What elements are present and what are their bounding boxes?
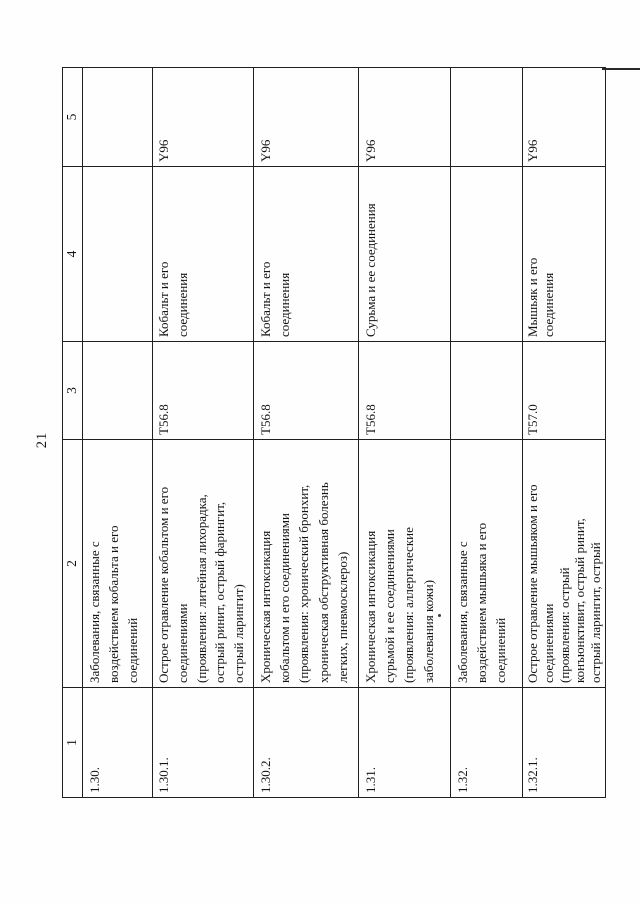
external-cause-code-cell: Y96 bbox=[358, 67, 451, 167]
external-cause-code-cell: Y96 bbox=[253, 67, 359, 167]
table-border-extension bbox=[602, 68, 640, 70]
row-number-cell: 1.30.1. bbox=[152, 687, 254, 798]
hazard-agent-cell: Кобальт и его соединения bbox=[152, 166, 254, 342]
header-col-2: 2 bbox=[62, 439, 83, 688]
table-row: 1.30. Заболевания, связанные с воздейств… bbox=[82, 67, 153, 798]
disease-name-cell: Хроническая интоксикация сурьмой и ее со… bbox=[358, 439, 451, 688]
occupational-diseases-table: 1 2 3 4 5 1.30. Заболевания, связанные с… bbox=[62, 67, 606, 798]
external-cause-code-cell: Y96 bbox=[152, 67, 254, 167]
row-number-cell: 1.30.2. bbox=[253, 687, 359, 798]
header-col-4: 4 bbox=[62, 166, 83, 342]
row-number-cell: 1.31. bbox=[358, 687, 451, 798]
hazard-agent-cell bbox=[450, 166, 523, 342]
hazard-agent-cell bbox=[82, 166, 153, 342]
header-col-5: 5 bbox=[62, 67, 83, 167]
disease-name-cell: Заболевания, связанные с воздействием ко… bbox=[82, 439, 153, 688]
icd-code-cell: T56.8 bbox=[253, 341, 359, 440]
table-row: 1.32.1. Острое отравление мышьяком и его… bbox=[522, 67, 606, 798]
table-row: 1.32. Заболевания, связанные с воздейств… bbox=[450, 67, 523, 798]
row-number-cell: 1.32.1. bbox=[522, 687, 606, 798]
disease-name-cell: Острое отравление кобальтом и его соедин… bbox=[152, 439, 254, 688]
header-col-1: 1 bbox=[62, 687, 83, 798]
external-cause-code-cell bbox=[82, 67, 153, 167]
external-cause-code-cell bbox=[450, 67, 523, 167]
external-cause-code-cell: Y96 bbox=[522, 67, 606, 167]
scan-speck bbox=[438, 614, 441, 617]
icd-code-cell: T57.0 bbox=[522, 341, 606, 440]
disease-name-cell: Заболевания, связанные с воздействием мы… bbox=[450, 439, 523, 688]
disease-name-cell: Хроническая интоксикация кобальтом и его… bbox=[253, 439, 359, 688]
row-number-cell: 1.32. bbox=[450, 687, 523, 798]
table-row: 1.30.2. Хроническая интоксикация кобальт… bbox=[253, 67, 359, 798]
disease-name-cell: Острое отравление мышьяком и его соедине… bbox=[522, 439, 606, 688]
header-col-3: 3 bbox=[62, 341, 83, 440]
table-row: 1.31. Хроническая интоксикация сурьмой и… bbox=[358, 67, 451, 798]
icd-code-cell bbox=[450, 341, 523, 440]
page-number: 21 bbox=[34, 431, 50, 449]
icd-code-cell bbox=[82, 341, 153, 440]
table-row: 1.30.1. Острое отравление кобальтом и ег… bbox=[152, 67, 254, 798]
row-number-cell: 1.30. bbox=[82, 687, 153, 798]
icd-code-cell: T56.8 bbox=[358, 341, 451, 440]
icd-code-cell: T56.8 bbox=[152, 341, 254, 440]
hazard-agent-cell: Мышьяк и его соединения bbox=[522, 166, 606, 342]
hazard-agent-cell: Кобальт и его соединения bbox=[253, 166, 359, 342]
hazard-agent-cell: Сурьма и ее соединения bbox=[358, 166, 451, 342]
table-header-row: 1 2 3 4 5 bbox=[62, 67, 83, 798]
